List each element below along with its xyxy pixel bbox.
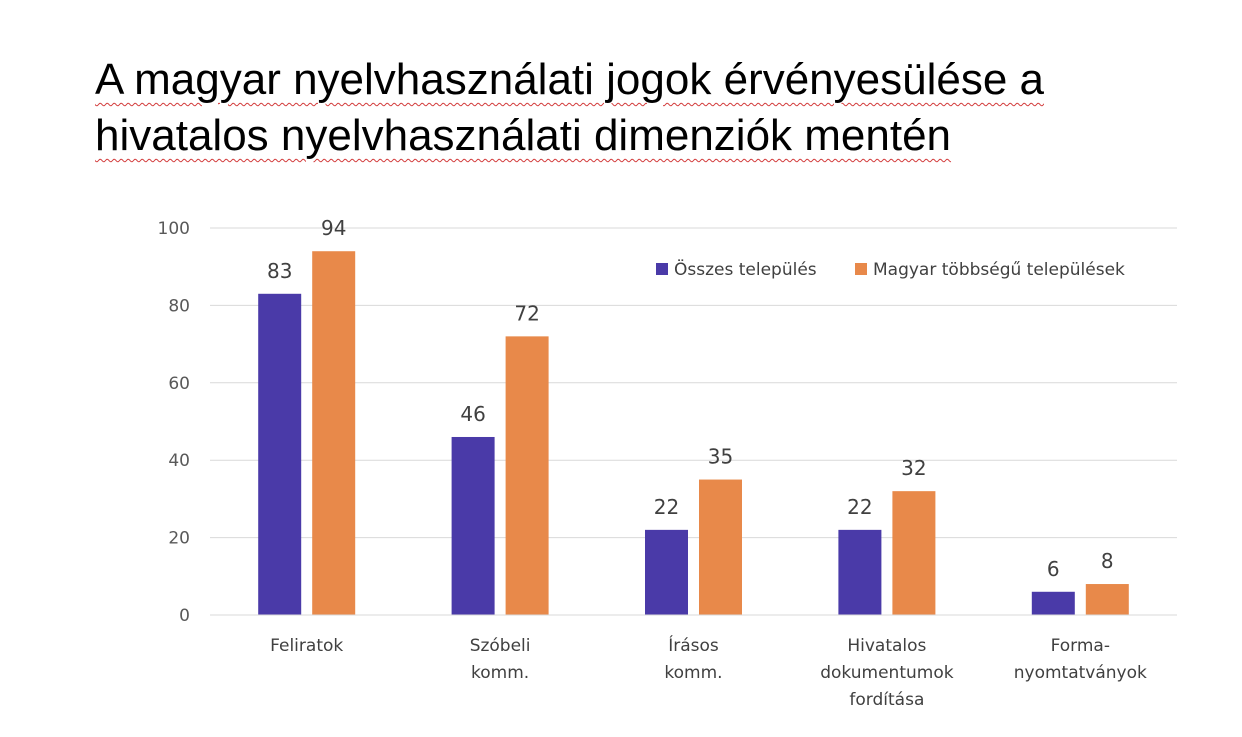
y-tick-label: 0 xyxy=(179,606,190,626)
legend-swatch-2 xyxy=(855,263,867,275)
data-label: 72 xyxy=(514,301,539,325)
x-category-label: dokumentumok xyxy=(820,663,953,683)
bar-series-2-5 xyxy=(1085,584,1129,615)
title-line-1: A magyar nyelvhasználati jogok érvényesü… xyxy=(95,55,1044,104)
x-category-label: Szóbeli xyxy=(470,636,531,656)
y-tick-label: 100 xyxy=(158,219,190,239)
x-category-label: Forma- xyxy=(1051,636,1110,656)
x-category-label: fordítása xyxy=(849,690,924,710)
data-label: 35 xyxy=(708,445,733,469)
y-tick-label: 60 xyxy=(168,374,190,394)
bar-series-1-2 xyxy=(451,436,495,615)
bar-series-1-1 xyxy=(258,293,302,615)
x-category-label: Írásos xyxy=(668,634,719,656)
bar-series-2-3 xyxy=(699,479,742,615)
data-label: 46 xyxy=(460,402,485,426)
data-label: 22 xyxy=(847,495,872,519)
page-title: A magyar nyelvhasználati jogok érvényesü… xyxy=(95,52,1215,164)
y-tick-label: 20 xyxy=(168,529,190,549)
x-category-label: Feliratok xyxy=(270,636,343,656)
bar-series-2-4 xyxy=(892,491,936,615)
data-label: 83 xyxy=(267,259,292,283)
bar-series-1-4 xyxy=(838,529,882,615)
bar-series-2-2 xyxy=(505,336,549,615)
x-category-label: komm. xyxy=(471,663,529,683)
x-category-label: nyomtatványok xyxy=(1014,663,1147,683)
bar-series-1-5 xyxy=(1031,591,1075,615)
bar-series-1-3 xyxy=(645,529,688,615)
data-label: 8 xyxy=(1101,549,1114,573)
bar-series-2-1 xyxy=(312,251,356,615)
x-category-label: komm. xyxy=(664,663,722,683)
title-line-2: hivatalos nyelvhasználati dimenziók ment… xyxy=(95,111,952,160)
data-label: 32 xyxy=(901,456,926,480)
legend-swatch-1 xyxy=(656,263,668,275)
data-label: 6 xyxy=(1047,557,1060,581)
y-tick-label: 80 xyxy=(168,296,190,316)
legend-label-2: Magyar többségű települések xyxy=(873,260,1125,280)
x-category-label: Hivatalos xyxy=(847,636,926,656)
y-tick-label: 40 xyxy=(168,451,190,471)
legend-label-1: Összes település xyxy=(674,258,817,280)
data-label: 94 xyxy=(321,216,346,240)
data-label: 22 xyxy=(654,495,679,519)
